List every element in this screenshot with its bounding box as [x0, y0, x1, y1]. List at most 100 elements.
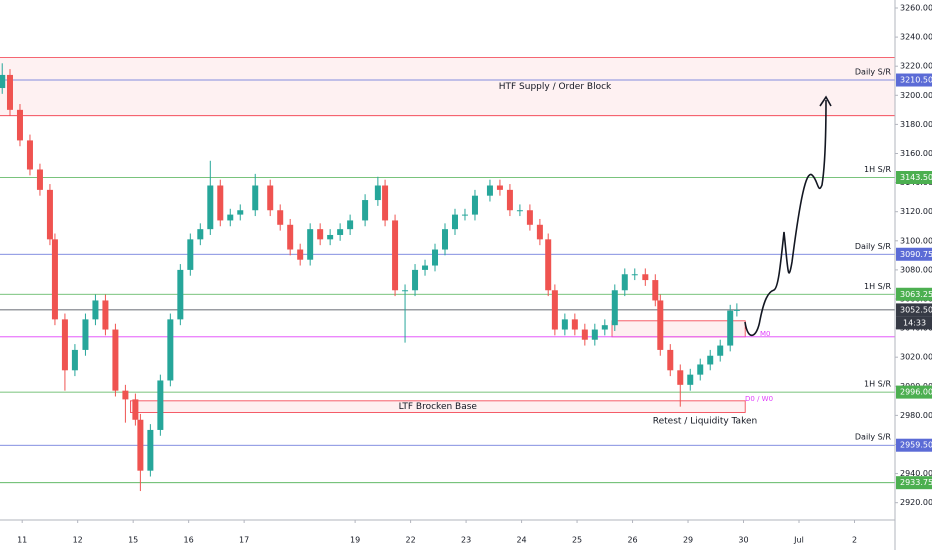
- candle-body: [197, 229, 204, 240]
- candle-body: [112, 329, 119, 391]
- candle-body: [0, 74, 6, 89]
- candle-body: [277, 210, 284, 225]
- candle-body: [362, 200, 369, 221]
- annotation: D0 / W0: [745, 395, 773, 403]
- countdown-badge: [896, 316, 932, 330]
- price-badge: [896, 385, 932, 399]
- candle-body: [227, 214, 234, 221]
- candle-body: [687, 374, 694, 385]
- zone-box: [611, 320, 746, 338]
- candle-body: [82, 319, 89, 350]
- level-label: Daily S/R: [855, 433, 892, 442]
- candle-body: [157, 380, 164, 430]
- x-tick-label: 2: [852, 536, 857, 545]
- x-tick-label: 24: [516, 536, 526, 545]
- candle-body: [137, 419, 144, 471]
- candle-body: [187, 239, 194, 270]
- y-tick-label: 3080.00: [900, 265, 932, 274]
- supply-zone: [0, 57, 895, 116]
- candle-body: [382, 185, 389, 221]
- y-tick-label: 3100.00: [900, 236, 932, 245]
- y-tick-label: 3260.00: [900, 4, 932, 13]
- price-badge-label: 3063.25: [900, 290, 932, 299]
- countdown-label: 14:33: [903, 318, 926, 327]
- price-badge-label: 3143.50: [900, 173, 932, 182]
- candle-body: [461, 214, 468, 216]
- candle-body: [347, 220, 354, 230]
- x-tick-label: 17: [239, 536, 249, 545]
- x-tick-label: 15: [128, 536, 138, 545]
- candle-body: [61, 319, 68, 371]
- x-tick-label: 26: [627, 536, 637, 545]
- candle-body: [591, 329, 598, 340]
- candle-body: [6, 74, 13, 110]
- candle-body: [496, 185, 503, 190]
- price-badge: [896, 476, 932, 490]
- price-badge: [896, 73, 932, 87]
- x-tick-label: 19: [350, 536, 360, 545]
- candle-body: [536, 224, 543, 240]
- candle-body: [217, 185, 224, 221]
- candle-body: [374, 185, 381, 201]
- annotation: Retest / Liquidity Taken: [653, 417, 757, 427]
- candle-body: [167, 319, 174, 381]
- projection-arrowhead: [819, 95, 832, 107]
- price-badge-label: 2996.00: [900, 388, 932, 397]
- projection-path: [744, 99, 827, 337]
- level-label: Daily S/R: [855, 242, 892, 251]
- candle-body: [707, 355, 714, 365]
- time-axis-bg: [0, 520, 932, 550]
- candle-body: [657, 300, 664, 350]
- price-badge: [896, 287, 932, 301]
- price-badge-label: 2959.50: [900, 441, 932, 450]
- box-label: LTF Brocken Base: [399, 402, 478, 412]
- candle-body: [601, 325, 608, 330]
- y-tick-label: 2940.00: [900, 469, 932, 478]
- x-tick-label: 23: [461, 536, 471, 545]
- candle-body: [486, 185, 493, 196]
- candle-body: [642, 274, 649, 281]
- y-tick-label: 2980.00: [900, 411, 932, 420]
- candle-body: [132, 399, 139, 420]
- candle-body: [317, 229, 324, 240]
- candle-body: [697, 364, 704, 375]
- candle-body: [733, 309, 740, 311]
- candle-body: [51, 239, 58, 320]
- candle-body: [621, 274, 628, 291]
- candle-body: [432, 249, 439, 266]
- candle-body: [267, 185, 274, 211]
- candle-body: [422, 265, 429, 270]
- y-tick-label: 3200.00: [900, 91, 932, 100]
- y-tick-label: 3020.00: [900, 353, 932, 362]
- y-tick-label: 2920.00: [900, 498, 932, 507]
- price-badge-label: 2933.75: [900, 478, 932, 487]
- candle-body: [451, 214, 458, 230]
- y-tick-label: 3240.00: [900, 33, 932, 42]
- level-label: 1H S/R: [864, 165, 891, 174]
- x-tick-label: 16: [184, 536, 194, 545]
- candle-body: [92, 300, 99, 320]
- candle-body: [327, 234, 334, 240]
- y-tick-label: 3120.00: [900, 207, 932, 216]
- price-badge-label: 3052.50: [900, 305, 932, 314]
- price-badge: [896, 171, 932, 185]
- candle-body: [652, 280, 659, 301]
- candle-body: [545, 239, 552, 291]
- x-tick-label: 22: [406, 536, 416, 545]
- candle-body: [26, 140, 33, 170]
- candle-body: [561, 319, 568, 330]
- candle-body: [36, 169, 43, 190]
- candle-body: [571, 319, 578, 330]
- candle-body: [581, 329, 588, 340]
- candle-body: [516, 210, 523, 212]
- candle-body: [506, 189, 513, 211]
- candle-body: [526, 210, 533, 225]
- candle-body: [307, 229, 314, 260]
- x-tick-label: Jul: [793, 536, 804, 545]
- candle-body: [287, 224, 294, 250]
- candle-body: [667, 349, 674, 371]
- candle-body: [16, 109, 23, 141]
- price-badge-label: 3090.75: [900, 250, 932, 259]
